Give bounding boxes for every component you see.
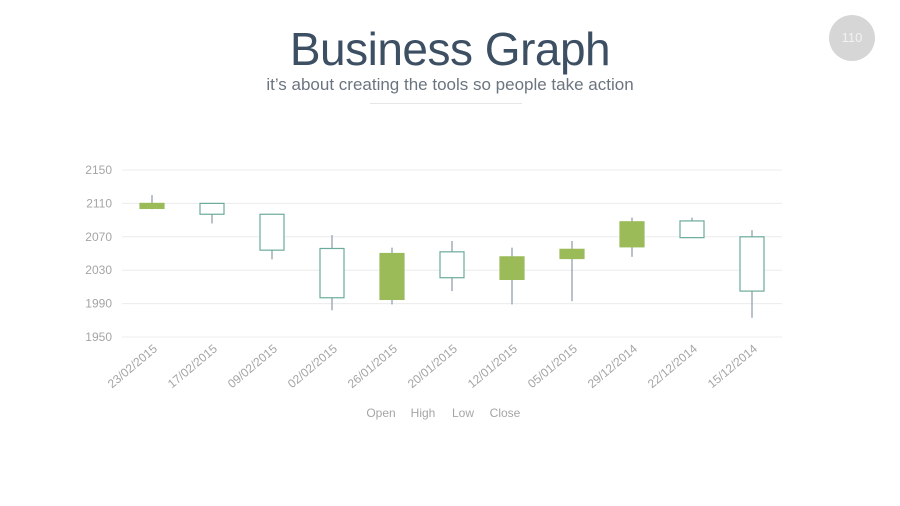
legend-low[interactable]: Low [452, 406, 474, 420]
x-tick-label: 02/02/2015 [285, 341, 340, 391]
candle-body [739, 236, 765, 292]
legend-high[interactable]: High [411, 406, 436, 420]
title-divider [370, 103, 522, 104]
candle-body [259, 213, 285, 251]
x-tick-label: 12/01/2015 [465, 341, 520, 391]
x-tick-label: 15/12/2014 [705, 341, 760, 391]
legend-close[interactable]: Close [490, 406, 521, 420]
y-tick-label: 2030 [85, 263, 112, 277]
x-tick-label: 09/02/2015 [225, 341, 280, 391]
x-tick-label: 05/01/2015 [525, 341, 580, 391]
candle-body [139, 202, 165, 210]
page-title: Business Graph [289, 23, 611, 75]
x-tick-label: 20/01/2015 [405, 341, 460, 391]
y-tick-label: 2150 [85, 163, 112, 177]
y-tick-label: 1950 [85, 330, 112, 344]
page-number-badge: 110 [829, 15, 875, 61]
candle-body [199, 202, 225, 215]
x-tick-label: 23/02/2015 [105, 341, 160, 391]
candle-body [319, 247, 345, 299]
legend-open[interactable]: Open [366, 406, 395, 420]
candle-body [379, 252, 405, 301]
y-tick-label: 1990 [85, 297, 112, 311]
candle-body [559, 248, 585, 260]
candle-body [499, 256, 525, 280]
x-tick-label: 22/12/2014 [645, 341, 700, 391]
candle-body [439, 251, 465, 279]
x-tick-label: 17/02/2015 [165, 341, 220, 391]
y-tick-label: 2110 [86, 196, 112, 210]
x-tick-label: 26/01/2015 [345, 341, 400, 391]
x-tick-label: 29/12/2014 [585, 341, 640, 391]
y-tick-label: 2070 [85, 230, 112, 244]
candle-body [619, 221, 645, 248]
candle-body [679, 220, 705, 239]
page-subtitle: it’s about creating the tools so people … [266, 75, 634, 94]
